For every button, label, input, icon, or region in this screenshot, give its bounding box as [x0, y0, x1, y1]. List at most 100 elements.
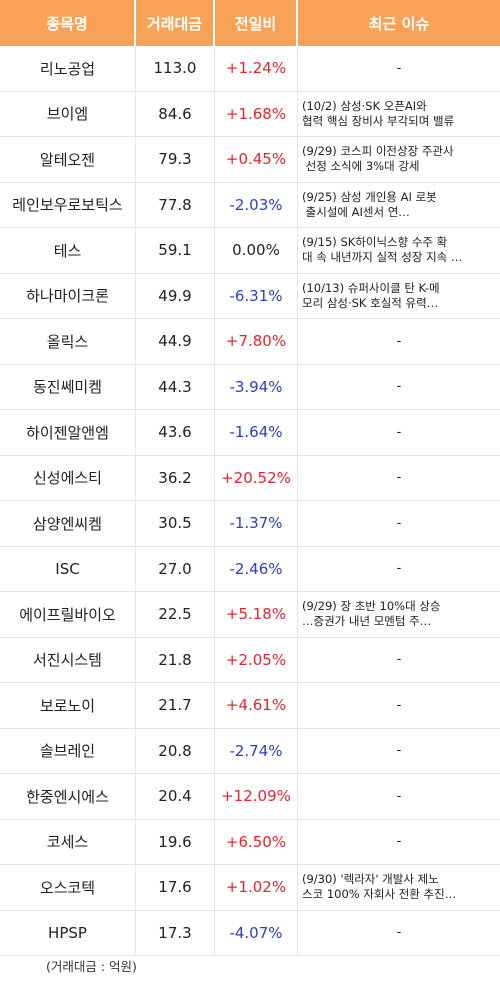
- recent-news: -: [298, 501, 500, 546]
- stock-name: 코세스: [0, 819, 136, 864]
- news-text: (9/29) 장 초반 10%대 상승 …증권가 내년 모멘텀 주…: [302, 599, 441, 629]
- table-row[interactable]: 삼양엔씨켐 30.5 -1.37% -: [0, 501, 500, 547]
- stock-name: 리노공업: [0, 46, 136, 91]
- recent-news: -: [298, 410, 500, 455]
- table-row[interactable]: 하나마이크론 49.9 -6.31% (10/13) 슈퍼사이클 탄 K-메 모리 삼…: [0, 273, 500, 319]
- news-text: -: [396, 834, 402, 850]
- table-row[interactable]: 하이젠알앤엠 43.6 -1.64% -: [0, 410, 500, 456]
- trade-amount: 44.3: [136, 364, 215, 409]
- stock-name: ISC: [0, 546, 136, 591]
- trade-amount: 36.2: [136, 455, 215, 500]
- recent-news[interactable]: (9/15) SK하이닉스향 수주 확 대 속 내년까지 실적 성장 지속 …: [298, 228, 500, 273]
- change-rate: +7.80%: [215, 319, 298, 364]
- stock-name: 올릭스: [0, 319, 136, 364]
- recent-news[interactable]: (10/13) 슈퍼사이클 탄 K-메 모리 삼성·SK 호실적 유력…: [298, 274, 500, 319]
- recent-news: -: [298, 820, 500, 865]
- recent-news: -: [298, 638, 500, 683]
- stock-name: 삼양엔씨켐: [0, 501, 136, 546]
- stock-name: 테스: [0, 228, 136, 273]
- stock-name: 하나마이크론: [0, 273, 136, 318]
- table-header: 종목명 거래대금 전일비 최근 이슈: [0, 0, 500, 46]
- stock-name: 하이젠알앤엠: [0, 410, 136, 455]
- table-row[interactable]: 보로노이 21.7 +4.61% -: [0, 683, 500, 729]
- change-rate: -4.07%: [215, 910, 298, 955]
- stock-name: 동진쎄미켐: [0, 364, 136, 409]
- trade-amount: 44.9: [136, 319, 215, 364]
- change-rate: +6.50%: [215, 819, 298, 864]
- change-rate: -1.64%: [215, 410, 298, 455]
- table-row[interactable]: 에이프릴바이오 22.5 +5.18% (9/29) 장 초반 10%대 상승 …증권…: [0, 592, 500, 638]
- table-row[interactable]: 서진시스템 21.8 +2.05% -: [0, 637, 500, 683]
- news-text: -: [396, 697, 402, 713]
- change-rate: -1.37%: [215, 501, 298, 546]
- trade-amount: 17.3: [136, 910, 215, 955]
- news-text: -: [396, 333, 402, 349]
- stock-name: 보로노이: [0, 683, 136, 728]
- news-text: (9/25) 삼성 개인용 AI 로봇 출시설에 AI센서 연…: [302, 189, 437, 219]
- recent-news: -: [298, 456, 500, 501]
- stock-name: 신성에스티: [0, 455, 136, 500]
- news-text: -: [396, 60, 402, 76]
- table-row[interactable]: 알테오젠 79.3 +0.45% (9/29) 코스피 이전상장 주관사 선정 소식에…: [0, 137, 500, 183]
- stock-name: HPSP: [0, 910, 136, 955]
- stock-table: 종목명 거래대금 전일비 최근 이슈 리노공업 113.0 +1.24% - 브이엠 84…: [0, 0, 500, 956]
- stock-name: 에이프릴바이오: [0, 592, 136, 637]
- header-name: 종목명: [0, 0, 136, 46]
- change-rate: -2.46%: [215, 546, 298, 591]
- recent-news[interactable]: (9/29) 장 초반 10%대 상승 …증권가 내년 모멘텀 주…: [298, 592, 500, 637]
- trade-amount: 79.3: [136, 137, 215, 182]
- table-row[interactable]: 레인보우로보틱스 77.8 -2.03% (9/25) 삼성 개인용 AI 로봇 출시…: [0, 182, 500, 228]
- change-rate: -2.03%: [215, 182, 298, 227]
- change-rate: +12.09%: [215, 774, 298, 819]
- table-row[interactable]: 브이엠 84.6 +1.68% (10/2) 삼성·SK 오픈AI와 협력 핵심 장비…: [0, 91, 500, 137]
- table-row[interactable]: 신성에스티 36.2 +20.52% -: [0, 455, 500, 501]
- news-text: -: [396, 424, 402, 440]
- recent-news[interactable]: (9/25) 삼성 개인용 AI 로봇 출시설에 AI센서 연…: [298, 183, 500, 228]
- change-rate: +0.45%: [215, 137, 298, 182]
- trade-amount: 59.1: [136, 228, 215, 273]
- change-rate: +4.61%: [215, 683, 298, 728]
- table-row[interactable]: 동진쎄미켐 44.3 -3.94% -: [0, 364, 500, 410]
- news-text: -: [396, 652, 402, 668]
- recent-news[interactable]: (9/29) 코스피 이전상장 주관사 선정 소식에 3%대 강세: [298, 137, 500, 182]
- trade-amount: 22.5: [136, 592, 215, 637]
- table-row[interactable]: HPSP 17.3 -4.07% -: [0, 910, 500, 956]
- stock-name: 솔브레인: [0, 728, 136, 773]
- recent-news[interactable]: (9/30) '렉라자' 개발사 제노 스코 100% 자회사 전환 추진…: [298, 865, 500, 910]
- trade-amount: 21.7: [136, 683, 215, 728]
- table-row[interactable]: 코세스 19.6 +6.50% -: [0, 819, 500, 865]
- stock-name: 서진시스템: [0, 637, 136, 682]
- news-text: (9/15) SK하이닉스향 수주 확 대 속 내년까지 실적 성장 지속 …: [302, 235, 463, 265]
- header-change: 전일비: [215, 0, 298, 46]
- header-news: 최근 이슈: [298, 0, 500, 46]
- change-rate: +1.68%: [215, 91, 298, 136]
- trade-amount: 19.6: [136, 819, 215, 864]
- table-row[interactable]: 테스 59.1 0.00% (9/15) SK하이닉스향 수주 확 대 속 내년까지 …: [0, 228, 500, 274]
- change-rate: +20.52%: [215, 455, 298, 500]
- stock-name: 한중엔시에스: [0, 774, 136, 819]
- table-body: 리노공업 113.0 +1.24% - 브이엠 84.6 +1.68% (10/2) 삼성·S…: [0, 46, 500, 956]
- change-rate: -3.94%: [215, 364, 298, 409]
- news-text: (9/29) 코스피 이전상장 주관사 선정 소식에 3%대 강세: [302, 144, 454, 174]
- recent-news: -: [298, 729, 500, 774]
- news-text: -: [396, 470, 402, 486]
- table-row[interactable]: 솔브레인 20.8 -2.74% -: [0, 728, 500, 774]
- change-rate: +5.18%: [215, 592, 298, 637]
- change-rate: +1.02%: [215, 865, 298, 910]
- news-text: (9/30) '렉라자' 개발사 제노 스코 100% 자회사 전환 추진…: [302, 872, 457, 902]
- news-text: -: [396, 379, 402, 395]
- recent-news[interactable]: (10/2) 삼성·SK 오픈AI와 협력 핵심 장비사 부각되며 밸류: [298, 92, 500, 137]
- table-row[interactable]: 한중엔시에스 20.4 +12.09% -: [0, 774, 500, 820]
- table-row[interactable]: 오스코텍 17.6 +1.02% (9/30) '렉라자' 개발사 제노 스코 100…: [0, 865, 500, 911]
- table-row[interactable]: 리노공업 113.0 +1.24% -: [0, 46, 500, 92]
- trade-amount: 84.6: [136, 91, 215, 136]
- news-text: (10/2) 삼성·SK 오픈AI와 협력 핵심 장비사 부각되며 밸류: [302, 98, 455, 128]
- table-row[interactable]: ISC 27.0 -2.46% -: [0, 546, 500, 592]
- change-rate: +2.05%: [215, 637, 298, 682]
- news-text: -: [396, 515, 402, 531]
- news-text: -: [396, 788, 402, 804]
- unit-footnote: (거래대금 : 억원): [46, 959, 137, 974]
- recent-news: -: [298, 683, 500, 728]
- table-row[interactable]: 올릭스 44.9 +7.80% -: [0, 319, 500, 365]
- trade-amount: 113.0: [136, 46, 215, 91]
